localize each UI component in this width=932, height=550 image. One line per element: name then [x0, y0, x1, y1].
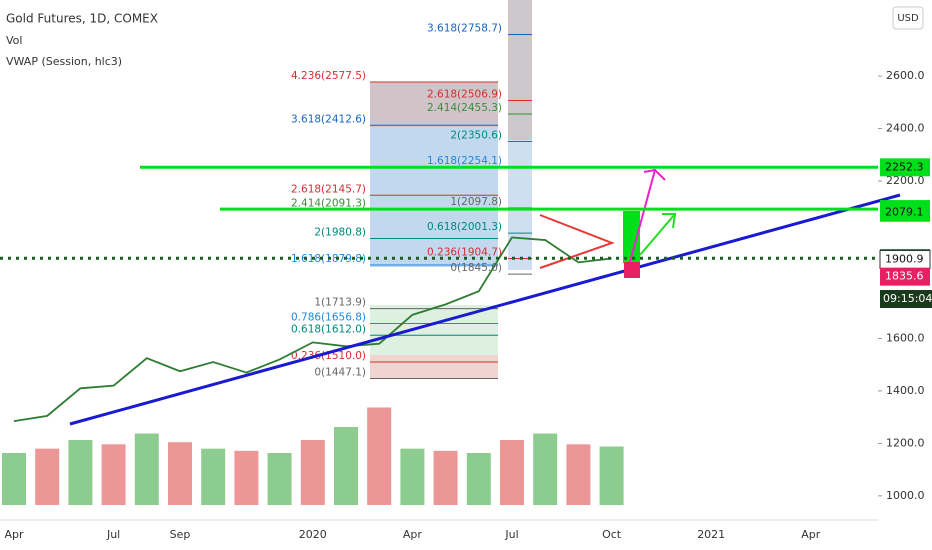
y-tick-label: 2200.0 [886, 174, 925, 187]
y-tick-label: 2600.0 [886, 69, 925, 82]
fib-label: 3.618(2758.7) [427, 22, 502, 34]
box-marker [624, 262, 640, 278]
y-tick-label: 1000.0 [886, 489, 925, 502]
fib-label: 0.236(1904.7) [427, 247, 502, 259]
indicator-label: Vol [6, 34, 22, 47]
fib-label: 2(1980.8) [314, 227, 366, 239]
volume-bar [35, 448, 60, 505]
y-tick-label: 1600.0 [886, 331, 925, 344]
volume-bar [2, 453, 26, 505]
fib-label: 1(2097.8) [450, 196, 502, 208]
volume-bar [201, 448, 226, 505]
volume-bar [599, 446, 624, 505]
projection-arrow [629, 169, 656, 263]
fib-label: 3.618(2412.6) [291, 113, 366, 125]
price-tag-label: 2252.3 [885, 160, 924, 173]
fib-label: 1(1713.9) [314, 297, 366, 309]
fib-zone [370, 82, 498, 127]
fib-label: 2(2350.6) [450, 130, 502, 142]
volume-bar [533, 433, 558, 505]
fib-label: 2.414(2455.3) [427, 102, 502, 114]
arrow-head [662, 213, 677, 229]
volume-bar [101, 444, 126, 505]
fib-label: 1.618(2254.1) [427, 155, 502, 167]
x-tick-label: Jul [106, 528, 120, 541]
fib-label: 0.618(1612.0) [291, 323, 366, 335]
projection-arrow [639, 213, 676, 256]
fib-label: 0.618(2001.3) [427, 221, 502, 233]
y-tick-label: 2400.0 [886, 122, 925, 135]
fib-label: 0.786(1656.8) [291, 312, 366, 324]
volume-bar [134, 433, 159, 505]
fib-zone [508, 0, 532, 140]
x-tick-label: Apr [403, 528, 423, 541]
price-tag-label: 1835.6 [885, 270, 924, 283]
volume-bar [367, 407, 392, 505]
trend-line [69, 193, 901, 426]
volume-bar [68, 440, 93, 505]
volume-bar [400, 448, 425, 505]
arrow-head [643, 168, 666, 181]
volume-bar [566, 444, 591, 505]
fib-label: 2.618(2145.7) [291, 183, 366, 195]
x-tick-label: Oct [602, 528, 622, 541]
volume-bar [168, 442, 192, 505]
fib-label: 0(1845.0) [450, 262, 502, 274]
price-tag [880, 203, 930, 222]
symbol-title: Gold Futures, 1D, COMEX [6, 12, 158, 26]
box-marker [623, 211, 640, 263]
volume-bar [334, 427, 358, 505]
volume-bar [433, 450, 458, 505]
x-tick-label: 2021 [697, 528, 725, 541]
x-tick-label: Apr [4, 528, 24, 541]
volume-bar [500, 440, 524, 505]
fib-label: 2.618(2506.9) [427, 89, 502, 101]
price-tag-label: 2079.1 [885, 206, 924, 219]
x-tick-label: Apr [801, 528, 821, 541]
x-tick-label: Jul [504, 528, 518, 541]
price-tag [880, 158, 930, 177]
y-tick-label: 1400.0 [886, 384, 925, 397]
volume-bar [267, 453, 292, 505]
fib-label: 4.236(2577.5) [291, 70, 366, 82]
x-tick-label: 2020 [299, 528, 327, 541]
price-tag [880, 267, 930, 286]
indicator-label: VWAP (Session, hlc3) [6, 55, 122, 68]
triangle-pattern [539, 214, 615, 269]
x-tick-label: Sep [170, 528, 191, 541]
countdown-label: 09:15:04 [883, 292, 932, 305]
countdown-tag [880, 290, 932, 308]
currency-button[interactable] [892, 6, 924, 30]
currency-label: USD [897, 13, 919, 24]
y-tick-label: 1200.0 [886, 436, 925, 449]
price-tag-label: 1900.9 [885, 253, 924, 266]
fib-label: 0(1447.1) [314, 367, 366, 379]
volume-bar [234, 450, 259, 505]
volume-bar [300, 440, 325, 505]
fib-label: 2.414(2091.3) [291, 198, 366, 210]
fib-zone [370, 355, 498, 378]
price-line [13, 236, 612, 422]
volume-bar [466, 453, 491, 505]
